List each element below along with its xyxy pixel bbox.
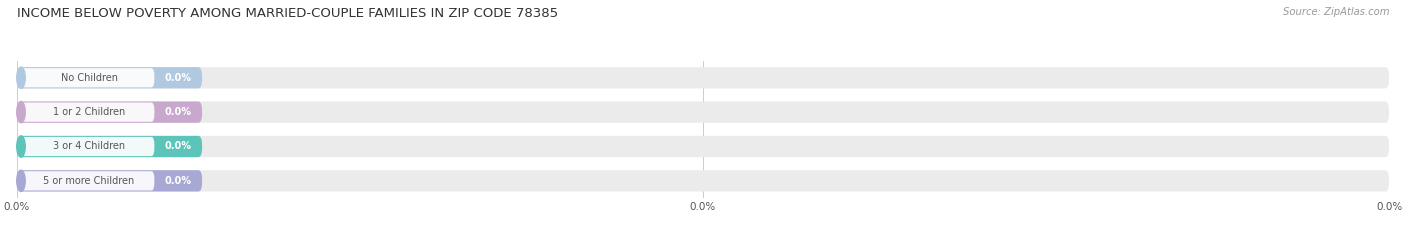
Circle shape bbox=[17, 67, 25, 88]
FancyBboxPatch shape bbox=[17, 67, 202, 88]
FancyBboxPatch shape bbox=[21, 103, 155, 122]
FancyBboxPatch shape bbox=[21, 171, 155, 191]
FancyBboxPatch shape bbox=[21, 137, 155, 156]
Text: 5 or more Children: 5 or more Children bbox=[44, 176, 135, 186]
Circle shape bbox=[17, 136, 25, 157]
Text: Source: ZipAtlas.com: Source: ZipAtlas.com bbox=[1282, 7, 1389, 17]
Text: 0.0%: 0.0% bbox=[165, 107, 191, 117]
Circle shape bbox=[17, 170, 25, 192]
Text: INCOME BELOW POVERTY AMONG MARRIED-COUPLE FAMILIES IN ZIP CODE 78385: INCOME BELOW POVERTY AMONG MARRIED-COUPL… bbox=[17, 7, 558, 20]
Text: 0.0%: 0.0% bbox=[165, 141, 191, 151]
Circle shape bbox=[17, 102, 25, 123]
Text: 3 or 4 Children: 3 or 4 Children bbox=[53, 141, 125, 151]
Text: No Children: No Children bbox=[60, 73, 118, 83]
FancyBboxPatch shape bbox=[17, 170, 202, 192]
FancyBboxPatch shape bbox=[17, 102, 1389, 123]
Text: 1 or 2 Children: 1 or 2 Children bbox=[53, 107, 125, 117]
FancyBboxPatch shape bbox=[17, 136, 1389, 157]
FancyBboxPatch shape bbox=[21, 68, 155, 87]
FancyBboxPatch shape bbox=[17, 170, 1389, 192]
FancyBboxPatch shape bbox=[17, 136, 202, 157]
FancyBboxPatch shape bbox=[17, 67, 1389, 88]
Text: 0.0%: 0.0% bbox=[165, 176, 191, 186]
FancyBboxPatch shape bbox=[17, 102, 202, 123]
Text: 0.0%: 0.0% bbox=[165, 73, 191, 83]
